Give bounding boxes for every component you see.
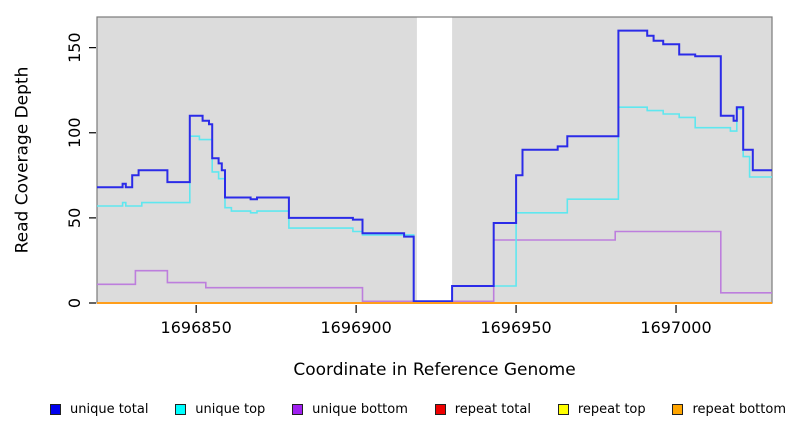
legend-label: repeat bottom [692, 401, 786, 417]
legend-entry-unique-total: unique total [50, 402, 148, 417]
legend-entry-unique-top: unique top [175, 402, 265, 417]
legend-swatch-unique-top [175, 403, 187, 415]
legend-entry-repeat-bottom: repeat bottom [672, 402, 786, 417]
x-tick-label: 1696900 [320, 318, 391, 337]
y-tick-label: 50 [65, 208, 84, 228]
y-tick-label: 150 [65, 32, 84, 63]
y-tick-label: 100 [65, 117, 84, 148]
legend-entry-repeat-top: repeat top [557, 401, 646, 417]
legend-swatch-unique-bottom [292, 403, 304, 415]
legend-swatch-unique-total [50, 403, 61, 415]
x-tick-label: 1696950 [480, 318, 551, 337]
legend-swatch-repeat-bottom [672, 403, 684, 415]
y-axis-title: Read Coverage Depth [12, 66, 33, 254]
legend-label: repeat total [454, 401, 531, 417]
x-tick-label: 1697000 [640, 318, 711, 337]
legend-label: unique total [70, 401, 149, 417]
legend-label: unique top [195, 401, 266, 417]
coverage-gap-band [416, 17, 453, 302]
legend-entry-repeat-total: repeat total [434, 401, 531, 417]
y-tick-label: 0 [65, 298, 84, 308]
legend-label: unique bottom [312, 401, 408, 417]
legend-swatch-repeat-total [434, 403, 446, 415]
x-tick-label: 1696850 [161, 318, 232, 337]
legend-entry-unique-bottom: unique bottom [292, 402, 408, 417]
series-line-unique-total [97, 29, 772, 303]
legend-swatch-repeat-top [557, 403, 569, 415]
chart-legend: unique total unique top unique bottom repea… [50, 399, 786, 419]
legend-label: repeat top [577, 401, 646, 417]
x-axis-title: Coordinate in Reference Genome [293, 360, 576, 380]
series-line-unique-bottom [97, 230, 772, 303]
